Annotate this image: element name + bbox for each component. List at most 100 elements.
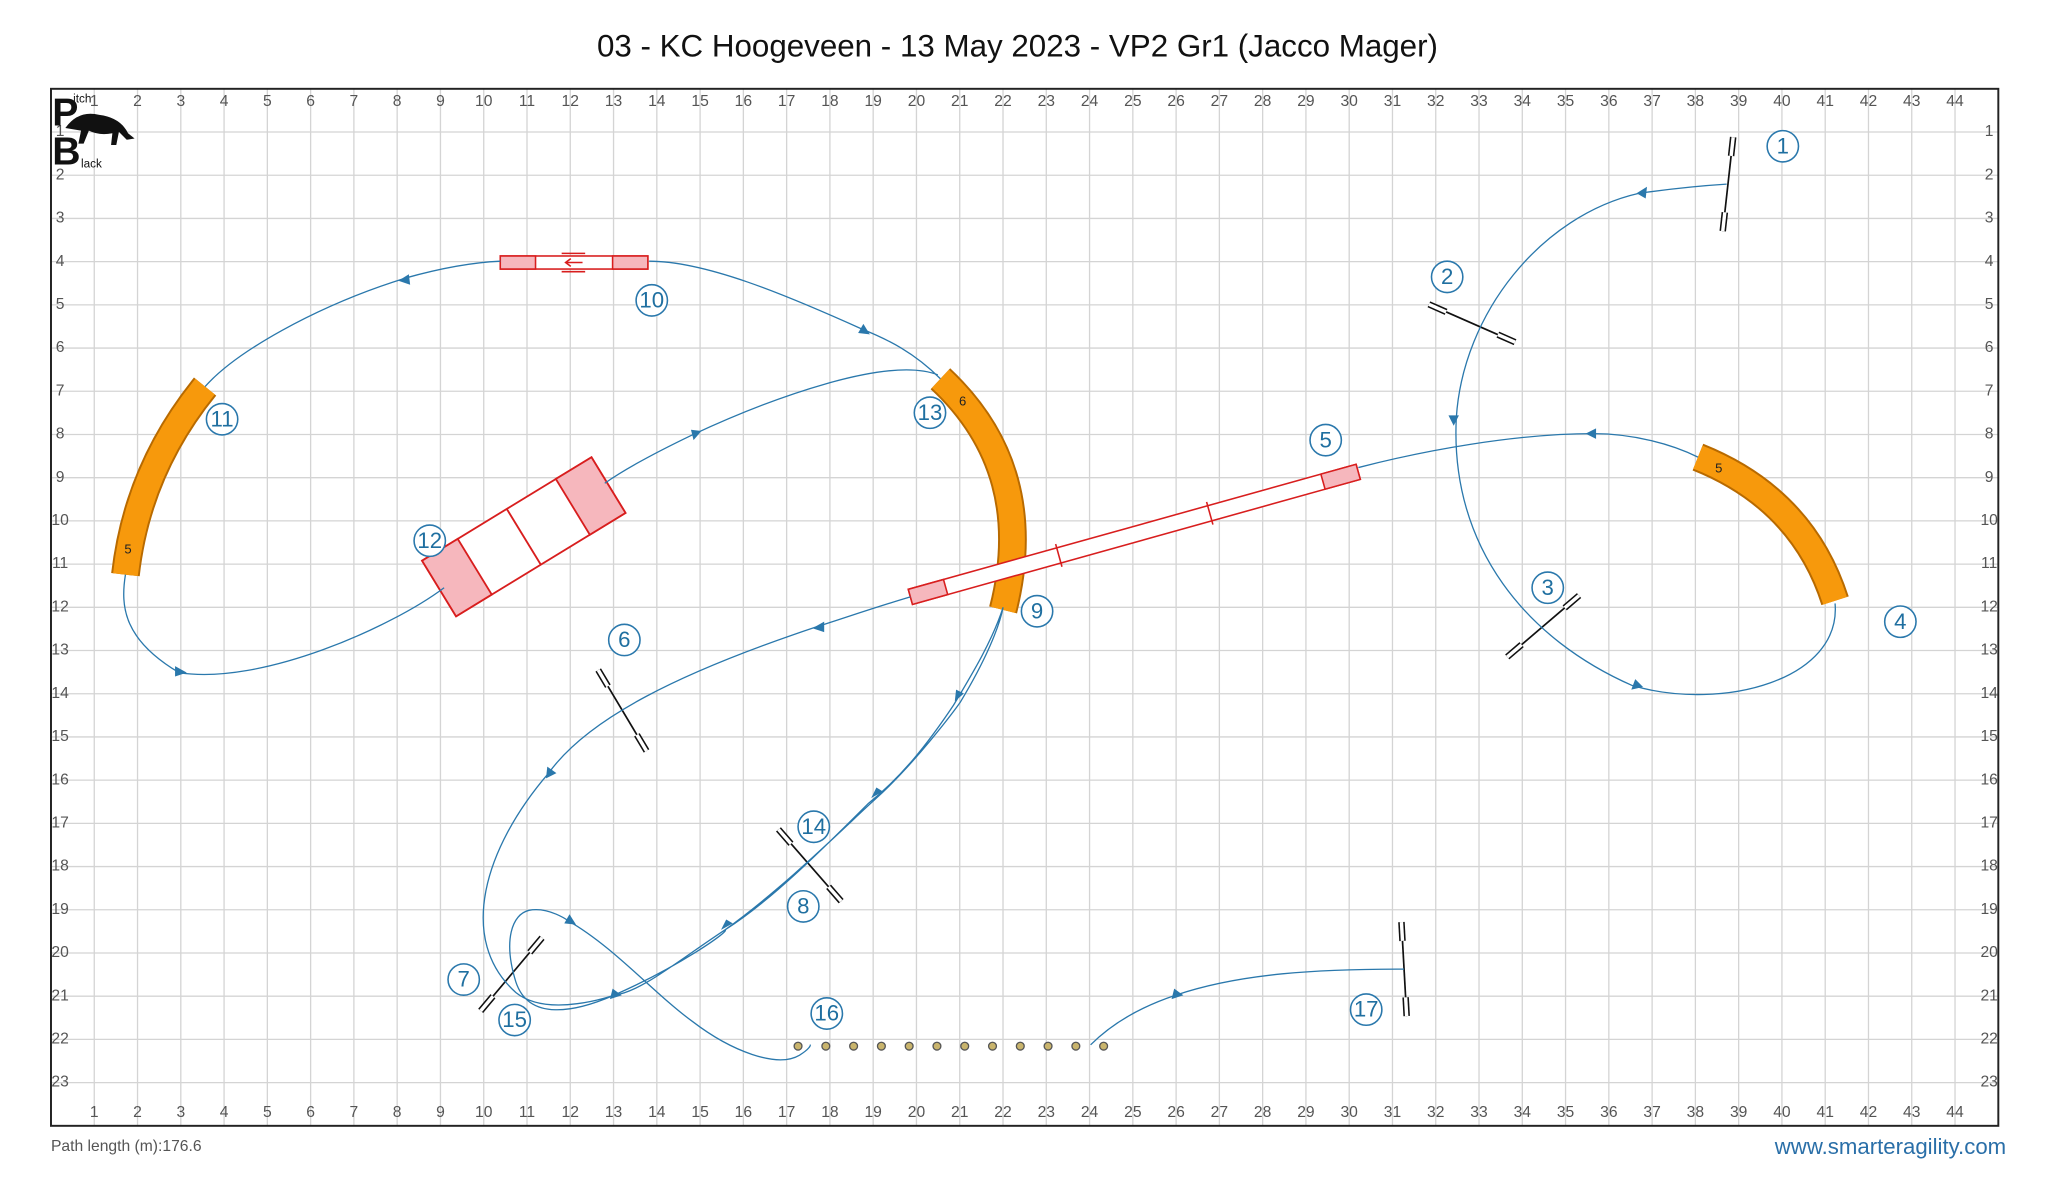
column-label: 2 <box>133 1104 142 1121</box>
row-label: 10 <box>51 512 69 529</box>
row-label: 17 <box>51 814 68 831</box>
column-label: 15 <box>691 1104 709 1121</box>
row-label: 21 <box>1980 987 1997 1004</box>
column-label: 16 <box>735 93 753 110</box>
path-length: Path length (m):176.6 <box>51 1138 202 1155</box>
tunnel-label: 5 <box>124 541 131 556</box>
column-label: 31 <box>1384 93 1401 110</box>
jump-wing-fill <box>528 936 544 954</box>
column-label: 17 <box>778 93 795 110</box>
jump-wing-fill <box>827 885 843 903</box>
arrow <box>1585 428 1597 439</box>
row-label: 19 <box>51 901 68 918</box>
row-label: 2 <box>56 166 65 183</box>
column-label: 43 <box>1903 93 1921 110</box>
number-circle <box>786 889 820 923</box>
number-circle <box>447 963 481 996</box>
column-label: 2 <box>133 93 142 110</box>
weave-pole <box>932 1041 942 1051</box>
obstacle-number: 10 <box>639 288 664 313</box>
column-label: 21 <box>951 1104 968 1121</box>
row-label: 10 <box>1980 512 1998 529</box>
contact <box>611 255 649 270</box>
column-label: 37 <box>1643 1104 1660 1121</box>
column-label: 8 <box>393 93 402 110</box>
arrow <box>812 621 825 633</box>
row-label: 1 <box>56 123 65 140</box>
column-label: 29 <box>1297 1104 1314 1121</box>
title: 03 - KC Hoogeveen - 13 May 2023 - VP2 Gr… <box>597 29 1438 64</box>
column-label: 33 <box>1470 93 1488 110</box>
apex <box>505 508 542 566</box>
jump-wing-fill <box>635 733 649 752</box>
column-label: 10 <box>475 1104 493 1121</box>
column-label: 6 <box>306 93 315 110</box>
column-label: 7 <box>350 93 359 110</box>
number-circle <box>1349 993 1383 1027</box>
row-label: 6 <box>1985 339 1994 356</box>
row-label: 9 <box>56 469 65 486</box>
row-label: 20 <box>51 944 69 961</box>
column-label: 41 <box>1816 93 1833 110</box>
column-label: 9 <box>436 93 445 110</box>
row-label: 11 <box>1981 555 1997 572</box>
jump-wing-fill <box>1497 333 1516 344</box>
column-label: 29 <box>1297 93 1314 110</box>
column-label: 17 <box>778 1104 795 1121</box>
number-circle <box>413 524 447 558</box>
direction-arrow <box>564 257 583 268</box>
row-label: 18 <box>1980 858 1998 875</box>
jumps <box>478 136 1737 1017</box>
row-label: 13 <box>51 642 69 659</box>
column-label: 9 <box>436 1104 445 1121</box>
row-label: 8 <box>56 426 65 443</box>
weave-pole <box>849 1041 859 1051</box>
row-label: 8 <box>1985 426 1994 443</box>
number-circle <box>607 623 641 657</box>
column-label: 33 <box>1470 1104 1488 1121</box>
contact <box>1319 463 1362 491</box>
row-label: 16 <box>1980 771 1998 788</box>
obstacle-number: 6 <box>618 627 630 652</box>
row-label: 2 <box>1985 166 1994 183</box>
row-label: 12 <box>51 598 68 615</box>
obstacle-number: 1 <box>1777 133 1789 158</box>
column-label: 18 <box>821 93 839 110</box>
obstacle-number: 15 <box>502 1007 527 1032</box>
column-label: 36 <box>1600 1104 1618 1121</box>
column-label: 40 <box>1773 93 1791 110</box>
jump-wing-fill <box>1721 212 1727 232</box>
column-label: 21 <box>951 93 968 110</box>
arrow <box>720 919 733 930</box>
tunnel <box>113 378 215 577</box>
arrow <box>871 787 883 798</box>
arrow <box>1171 988 1184 1000</box>
tunnels <box>111 368 1849 614</box>
logo-letter: B <box>52 130 80 173</box>
column-label: 31 <box>1384 1104 1401 1121</box>
jump-wing-fill <box>479 995 495 1012</box>
column-label: 28 <box>1254 93 1272 110</box>
column-label: 42 <box>1860 1104 1877 1121</box>
row-label: 3 <box>1985 210 1994 227</box>
column-label: 22 <box>994 1104 1011 1121</box>
weave-pole <box>1099 1041 1109 1051</box>
column-label: 44 <box>1946 93 1964 110</box>
weave-pole <box>1015 1041 1025 1051</box>
row-label: 20 <box>1980 944 1998 961</box>
column-label: 25 <box>1124 93 1142 110</box>
column-label: 26 <box>1167 1104 1185 1121</box>
number-circle <box>810 997 844 1030</box>
contact <box>554 455 627 536</box>
arrow <box>545 766 557 779</box>
column-label: 36 <box>1600 93 1618 110</box>
row-label: 12 <box>1980 598 1997 615</box>
column-label: 10 <box>475 93 493 110</box>
obstacle-number: 2 <box>1441 264 1453 289</box>
column-label: 3 <box>176 1104 185 1121</box>
obstacle-number: 9 <box>1031 598 1043 623</box>
column-label: 43 <box>1903 1104 1921 1121</box>
obstacle-number: 13 <box>918 400 943 425</box>
row-label: 4 <box>1985 253 1994 270</box>
